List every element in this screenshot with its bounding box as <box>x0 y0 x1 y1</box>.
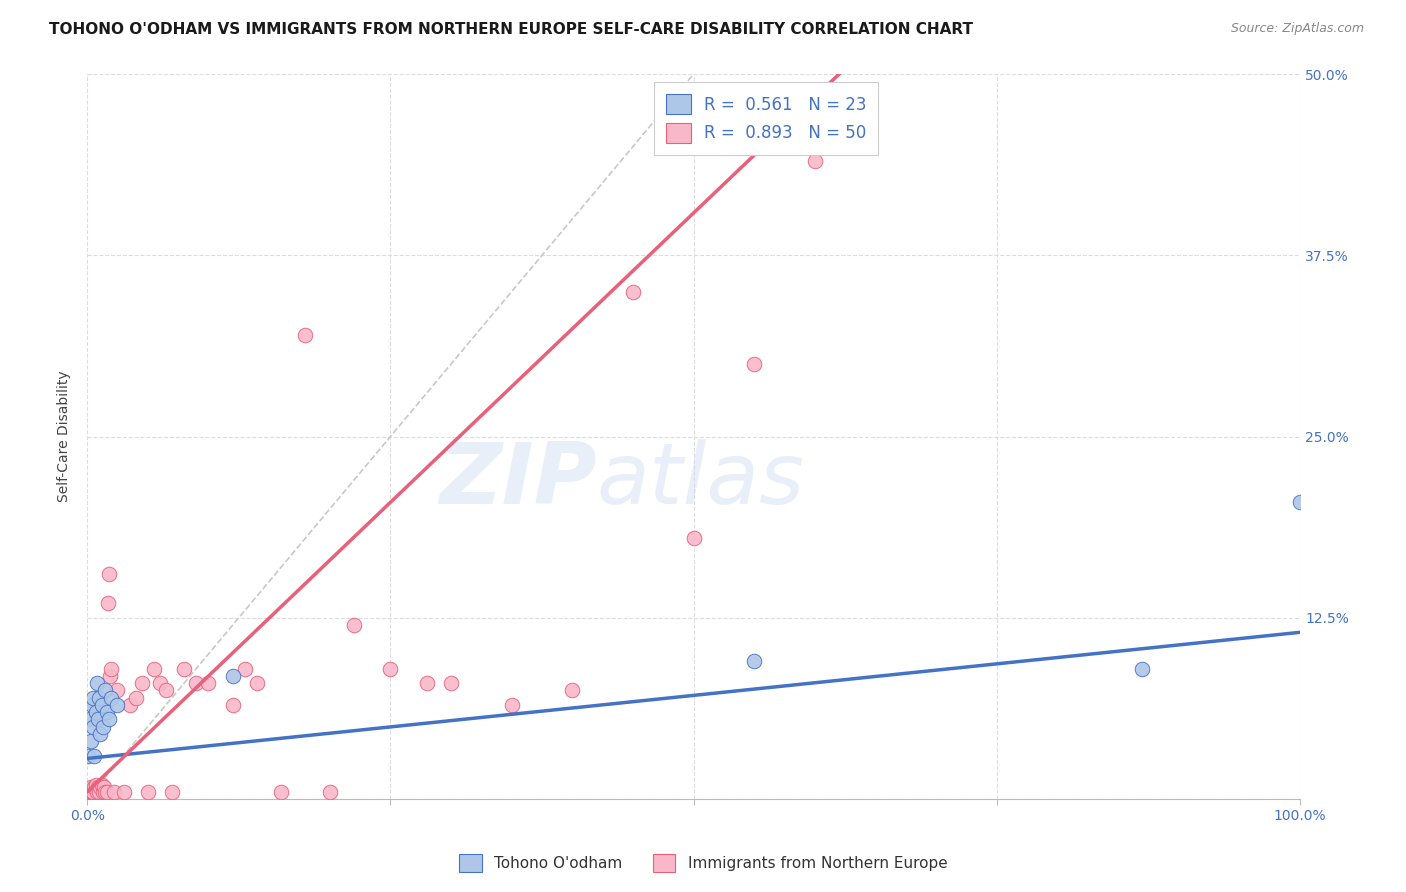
Point <box>173 662 195 676</box>
Point <box>93 780 115 795</box>
Text: atlas: atlas <box>596 439 804 522</box>
Point <box>96 785 118 799</box>
Point <box>380 662 402 676</box>
Point <box>77 748 100 763</box>
Point <box>98 567 121 582</box>
Point <box>84 705 107 719</box>
Point <box>86 785 108 799</box>
Point <box>89 780 111 795</box>
Point <box>131 676 153 690</box>
Point <box>149 676 172 690</box>
Point <box>98 669 121 683</box>
Point <box>90 778 112 792</box>
Point <box>79 712 101 726</box>
Point <box>561 683 583 698</box>
Point <box>742 357 765 371</box>
Point <box>96 705 118 719</box>
Point <box>294 328 316 343</box>
Point <box>82 720 104 734</box>
Point <box>186 676 208 690</box>
Point <box>89 785 111 799</box>
Point <box>84 778 107 792</box>
Point <box>100 662 122 676</box>
Point <box>124 690 146 705</box>
Point <box>440 676 463 690</box>
Point <box>118 698 141 712</box>
Point <box>82 690 104 705</box>
Point <box>91 720 114 734</box>
Y-axis label: Self-Care Disability: Self-Care Disability <box>58 371 72 502</box>
Point <box>86 676 108 690</box>
Point <box>87 780 110 795</box>
Point <box>80 780 103 795</box>
Point <box>87 712 110 726</box>
Text: ZIP: ZIP <box>439 439 596 522</box>
Point <box>246 676 269 690</box>
Point <box>621 285 644 299</box>
Point <box>136 785 159 799</box>
Point <box>91 785 114 799</box>
Point <box>79 785 101 799</box>
Point <box>233 662 256 676</box>
Point <box>97 596 120 610</box>
Point <box>270 785 292 799</box>
Point <box>742 654 765 668</box>
Point <box>155 683 177 698</box>
Point <box>416 676 439 690</box>
Point <box>94 785 117 799</box>
Point <box>90 698 112 712</box>
Point <box>80 785 103 799</box>
Point <box>80 698 103 712</box>
Point <box>98 712 121 726</box>
Point <box>1289 495 1312 509</box>
Point <box>103 785 125 799</box>
Point <box>83 780 105 795</box>
Point <box>94 683 117 698</box>
Point <box>89 727 111 741</box>
Point <box>89 690 111 705</box>
Point <box>682 531 704 545</box>
Point <box>501 698 523 712</box>
Point <box>83 748 105 763</box>
Text: TOHONO O'ODHAM VS IMMIGRANTS FROM NORTHERN EUROPE SELF-CARE DISABILITY CORRELATI: TOHONO O'ODHAM VS IMMIGRANTS FROM NORTHE… <box>49 22 973 37</box>
Point <box>1132 662 1154 676</box>
Point <box>319 785 342 799</box>
Point <box>112 785 135 799</box>
Legend: Tohono O'odham, Immigrants from Northern Europe: Tohono O'odham, Immigrants from Northern… <box>451 846 955 880</box>
Legend: R =  0.561   N = 23, R =  0.893   N = 50: R = 0.561 N = 23, R = 0.893 N = 50 <box>654 82 879 154</box>
Point <box>77 785 100 799</box>
Point <box>80 734 103 748</box>
Point <box>343 618 366 632</box>
Point <box>107 698 129 712</box>
Point <box>197 676 219 690</box>
Point <box>160 785 183 799</box>
Point <box>804 154 827 169</box>
Point <box>107 683 129 698</box>
Point <box>82 785 104 799</box>
Point <box>100 690 122 705</box>
Point <box>222 698 245 712</box>
Point <box>222 669 245 683</box>
Point <box>142 662 165 676</box>
Text: Source: ZipAtlas.com: Source: ZipAtlas.com <box>1230 22 1364 36</box>
